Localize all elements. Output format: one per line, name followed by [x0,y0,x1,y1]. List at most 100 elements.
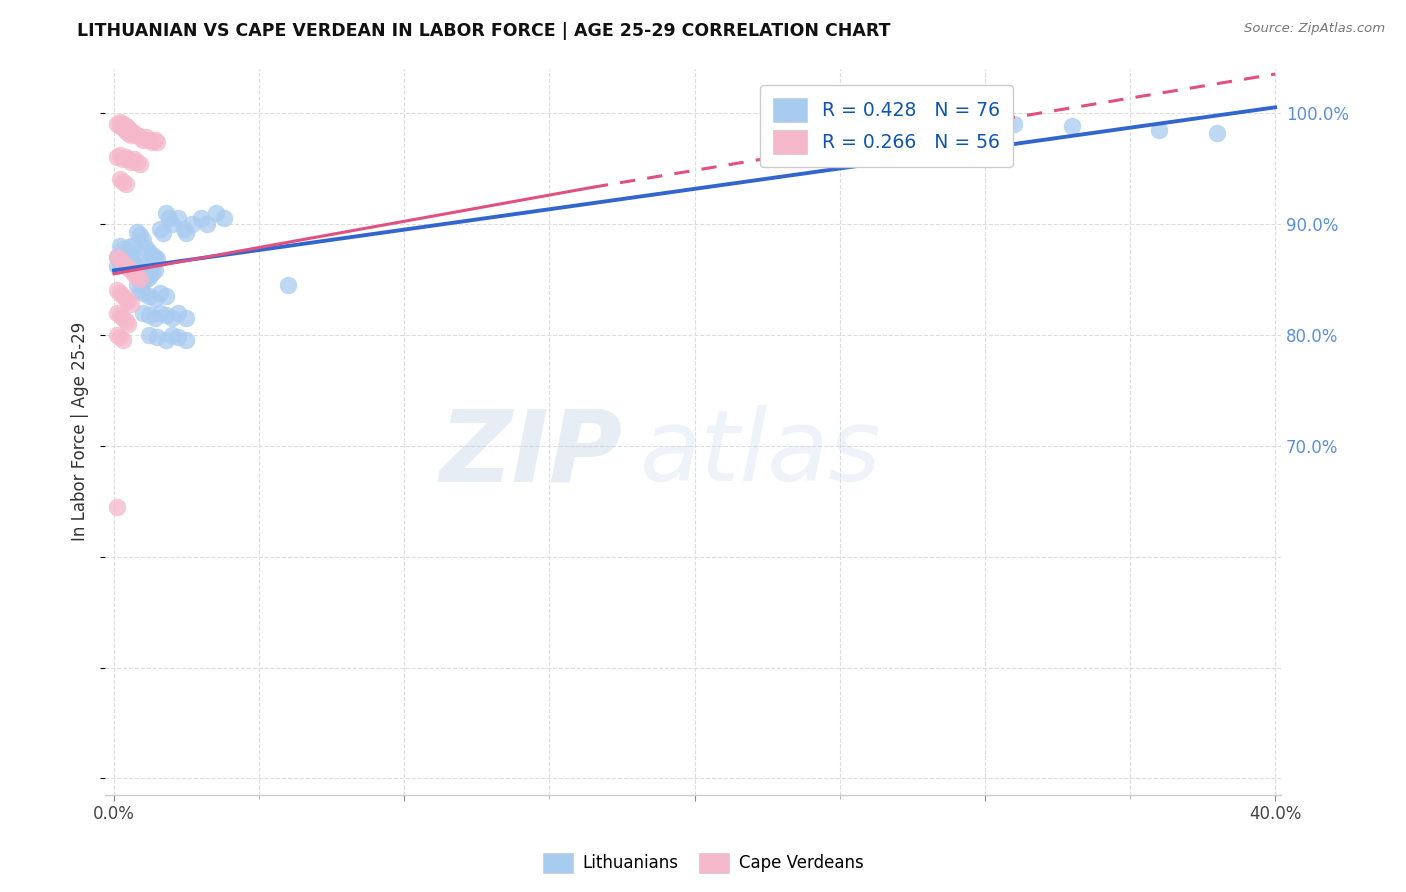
Y-axis label: In Labor Force | Age 25-29: In Labor Force | Age 25-29 [72,322,89,541]
Point [135,130,157,145]
Text: LITHUANIAN VS CAPE VERDEAN IN LABOR FORCE | AGE 25-29 CORRELATION CHART: LITHUANIAN VS CAPE VERDEAN IN LABOR FORC… [77,22,891,40]
Point [108,285,131,300]
Point [135,241,157,255]
Point [132,285,155,300]
Point [105,117,128,131]
Point [117,153,139,167]
Text: ZIP: ZIP [440,405,623,502]
Point [114,253,136,268]
Point [105,500,128,514]
Point [132,234,155,248]
Point [160,217,183,231]
Point [108,115,131,129]
Point [105,305,128,319]
Point [155,205,177,219]
Point [143,292,166,306]
Point [127,259,149,273]
Point [129,270,152,285]
Point [138,132,160,146]
Point [108,255,131,269]
Point [120,239,142,253]
Legend: R = 0.428   N = 76, R = 0.266   N = 56: R = 0.428 N = 76, R = 0.266 N = 56 [759,85,1012,167]
Point [127,128,149,142]
Point [149,285,172,300]
Point [127,154,149,169]
Point [111,250,134,264]
Point [122,126,145,140]
Point [108,148,131,162]
Point [122,267,145,281]
Point [141,266,163,280]
Point [105,250,128,264]
Point [143,311,166,326]
Point [135,263,157,277]
Point [138,289,160,303]
Point [122,252,145,267]
Point [149,222,172,236]
Point [114,150,136,164]
Text: Source: ZipAtlas.com: Source: ZipAtlas.com [1244,22,1385,36]
Point [122,153,145,167]
Point [129,130,152,145]
Point [176,226,198,240]
Point [120,128,142,142]
Point [155,308,177,322]
Point [157,211,180,226]
Point [135,272,157,286]
Point [105,250,128,264]
Point [160,311,183,326]
Point [114,244,136,259]
Point [173,222,195,236]
Point [117,294,139,309]
Point [1002,117,1025,131]
Point [146,252,169,267]
Point [117,244,139,259]
Point [176,311,198,326]
Point [1147,122,1170,136]
Point [111,175,134,189]
Point [204,205,226,219]
Point [111,121,134,136]
Point [108,308,131,322]
Point [127,270,149,285]
Point [111,289,134,303]
Point [114,292,136,306]
Point [166,305,188,319]
Point [117,261,139,276]
Point [132,305,155,319]
Point [138,270,160,285]
Point [129,157,152,171]
Point [138,261,160,276]
Point [129,261,152,276]
Point [152,226,174,240]
Point [277,277,299,292]
Point [127,277,149,292]
Point [127,225,149,239]
Point [166,211,188,226]
Point [105,259,128,273]
Point [132,267,155,281]
Point [176,333,198,347]
Point [190,211,212,226]
Point [111,117,134,131]
Legend: Lithuanians, Cape Verdeans: Lithuanians, Cape Verdeans [536,847,870,880]
Point [120,248,142,262]
Point [114,119,136,133]
Point [108,119,131,133]
Point [111,243,134,257]
Point [122,239,145,253]
Point [105,284,128,298]
Point [117,126,139,140]
Point [195,217,218,231]
Point [149,305,172,319]
Point [212,211,235,226]
Point [129,284,152,298]
Point [105,327,128,342]
Point [138,327,160,342]
Point [120,154,142,169]
Point [143,250,166,264]
Point [117,121,139,136]
Point [122,263,145,277]
Point [129,272,152,286]
Point [120,123,142,137]
